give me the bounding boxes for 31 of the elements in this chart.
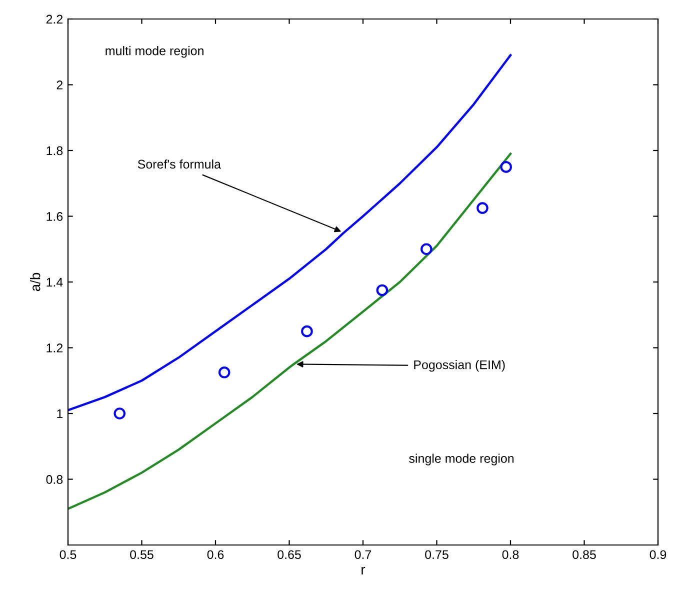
- annotation: multi mode region: [106, 46, 204, 58]
- y-tick-label: 1.2: [46, 344, 63, 352]
- annotation: Soref's formula: [138, 159, 221, 169]
- y-tick-label: 2: [56, 80, 63, 90]
- x-tick-label: 0.85: [572, 550, 596, 560]
- y-tick-label: 2.2: [46, 14, 63, 24]
- x-tick-label: 0.5: [60, 550, 76, 560]
- point: [218, 366, 230, 378]
- line-series: [68, 152, 512, 510]
- x-tick-label: 0.8: [502, 550, 519, 560]
- y-tick-label: 0.8: [46, 475, 63, 484]
- y-tick-label: 1.8: [46, 146, 63, 156]
- point: [114, 408, 126, 420]
- y-axis-title: a/b: [30, 272, 40, 292]
- point: [476, 202, 488, 214]
- point: [420, 243, 432, 256]
- y-tick-label: 1.4: [46, 278, 63, 287]
- point: [500, 161, 512, 173]
- annotation: Pogossian (EIM): [414, 360, 505, 372]
- x-tick-label: 0.75: [425, 550, 448, 560]
- y-tick-label: 1.6: [46, 212, 63, 221]
- x-tick-label: 0.7: [354, 550, 372, 560]
- annotation: single mode region: [409, 454, 514, 466]
- x-tick-label: 0.6: [207, 550, 224, 560]
- x-tick-label: 0.55: [130, 550, 154, 560]
- x-tick-label: 0.65: [278, 550, 301, 560]
- point: [301, 325, 313, 338]
- x-axis-title: r: [362, 566, 366, 574]
- y-tick-label: 1: [57, 409, 63, 418]
- point: [376, 284, 388, 296]
- x-tick-label: 0.9: [650, 550, 666, 560]
